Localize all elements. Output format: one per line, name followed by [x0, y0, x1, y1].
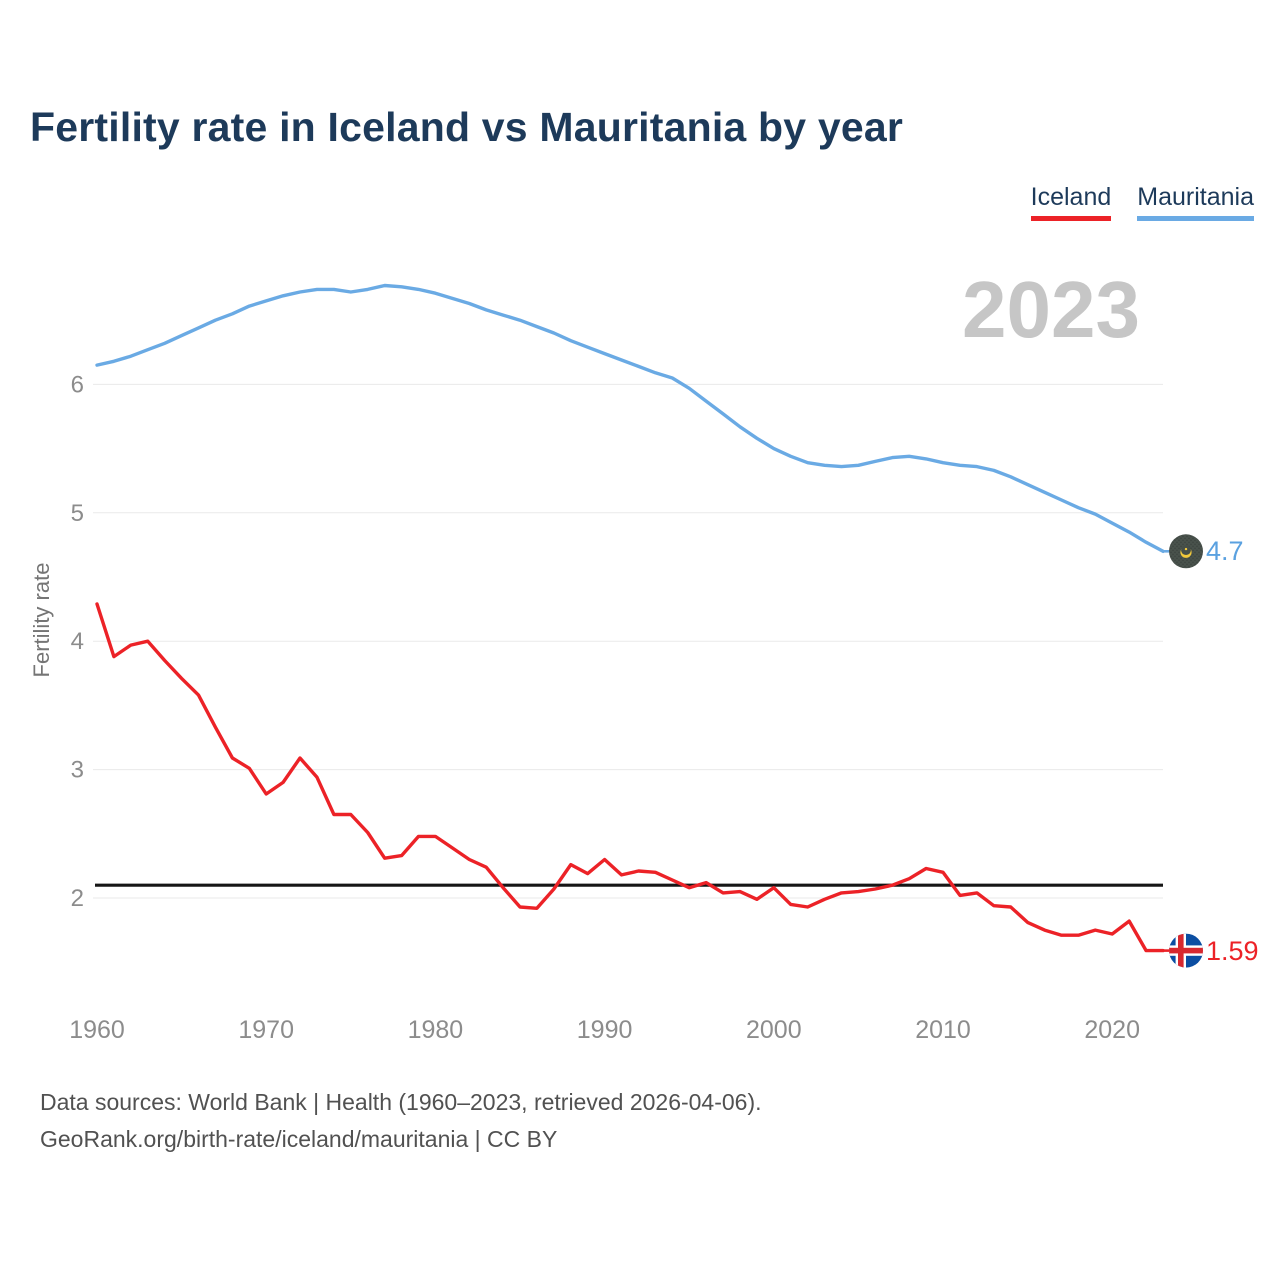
- y-tick-label: 4: [71, 628, 84, 655]
- footer-source-line: Data sources: World Bank | Health (1960–…: [40, 1089, 762, 1115]
- legend-item-mauritania[interactable]: Mauritania: [1137, 183, 1254, 221]
- series-line-iceland: [95, 602, 1165, 953]
- y-tick-label: 3: [71, 757, 84, 784]
- y-tick-label: 5: [71, 500, 84, 527]
- x-tick-label: 2020: [1084, 1016, 1140, 1044]
- x-tick-label: 2000: [746, 1016, 802, 1044]
- iceland-flag-icon: [1169, 933, 1203, 968]
- footer: Data sources: World Bank | Health (1960–…: [40, 1084, 762, 1158]
- x-tick-label: 1960: [69, 1016, 125, 1044]
- year-watermark: 2023: [962, 265, 1140, 354]
- chart-legend: Iceland Mauritania: [1030, 183, 1254, 221]
- footer-url-line: GeoRank.org/birth-rate/iceland/mauritani…: [40, 1126, 558, 1152]
- page-title: Fertility rate in Iceland vs Mauritania …: [30, 104, 904, 150]
- legend-item-iceland[interactable]: Iceland: [1030, 183, 1112, 221]
- x-tick-label: 1980: [408, 1016, 464, 1044]
- mauritania-flag-icon: [1169, 534, 1203, 569]
- y-tick-label: 6: [71, 371, 84, 398]
- series-line-mauritania: [95, 283, 1165, 553]
- x-tick-label: 2010: [915, 1016, 971, 1044]
- y-tick-label: 2: [71, 885, 84, 912]
- iceland-end-label: 1.59: [1206, 936, 1259, 966]
- x-tick-label: 1970: [238, 1016, 294, 1044]
- mauritania-end-label: 4.7: [1206, 536, 1244, 566]
- x-tick-label: 1990: [577, 1016, 633, 1044]
